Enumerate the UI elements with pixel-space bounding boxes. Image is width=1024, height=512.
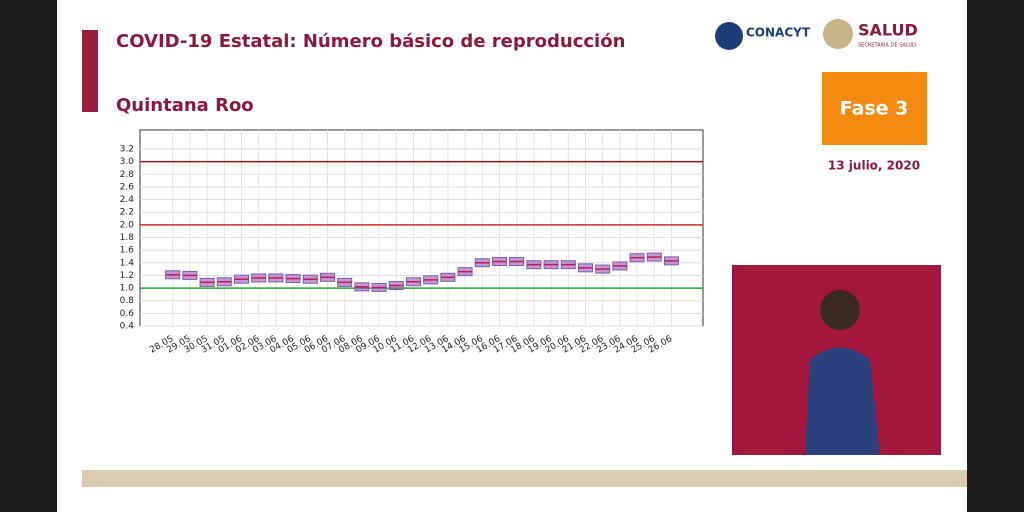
title: COVID-19 Estatal: Número básico de repro… [116,31,625,52]
y-tick-label: 1.2 [120,271,134,281]
accent-bar [82,30,98,112]
date: 13 julio, 2020 [828,159,920,173]
interpreter-head [820,290,860,330]
conacyt-icon [715,22,743,50]
y-tick-label: 2.8 [120,170,135,180]
y-tick-label: 0.6 [120,309,135,319]
y-tick-label: 3.0 [120,157,135,167]
state: Quintana Roo [116,95,254,116]
phase-box [822,72,927,145]
logo-left: CONACYT [746,26,811,40]
salud-icon [823,19,853,49]
footer-strip [82,470,967,487]
phase: Fase 3 [840,98,909,120]
y-tick-label: 1.6 [120,246,135,256]
logo-right: SALUD [858,21,918,40]
y-tick-label: 2.0 [120,220,135,230]
plot-area [139,129,704,327]
y-tick-label: 2.6 [120,182,135,192]
y-tick-label: 1.0 [120,284,135,294]
y-tick-label: 0.8 [120,296,135,306]
y-tick-label: 1.4 [120,258,135,268]
interpreter-body [805,347,880,455]
y-tick-label: 2.4 [120,195,135,205]
logo-right-sub: SECRETARÍA DE SALUD [858,42,916,49]
y-tick-label: 0.4 [120,322,135,332]
y-tick-label: 2.2 [120,208,134,218]
y-tick-label: 3.2 [120,144,134,154]
y-tick-label: 1.8 [120,233,135,243]
